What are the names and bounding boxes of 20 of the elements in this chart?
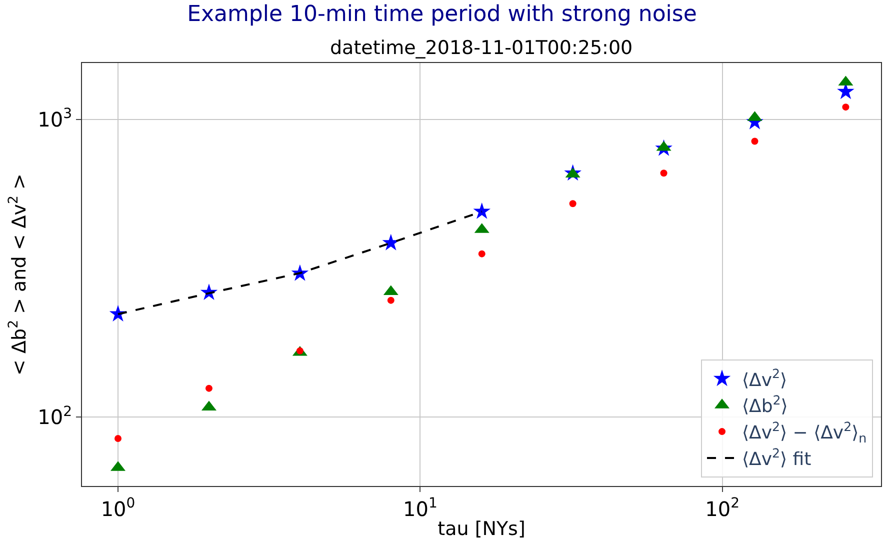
legend-label: ⟨Δb$^{2}$⟩ (742, 392, 788, 418)
point (114, 434, 122, 442)
chart-subtitle: datetime_2018-11-01T00:25:00 (330, 37, 633, 59)
y-tick-label: 10$^{3}$ (38, 106, 72, 132)
x-tick-label: 10$^{0}$ (100, 496, 136, 521)
x-axis-title: tau [NYs] (438, 518, 526, 540)
x-tick-label: 10$^{2}$ (705, 496, 740, 521)
chart-title: Example 10-min time period with strong noise (187, 2, 697, 27)
legend-label: ⟨Δv$^{2}$⟩ fit (742, 445, 812, 470)
point (751, 138, 758, 145)
point (660, 170, 668, 177)
point (478, 250, 486, 258)
point (842, 104, 850, 111)
point (387, 296, 394, 304)
point (205, 384, 212, 392)
legend-label: ⟨Δv$^{2}$⟩ (742, 366, 788, 391)
x-tick-label: 10$^{1}$ (402, 496, 438, 521)
legend-label: ⟨Δv$^{2}$⟩ − ⟨Δv$^{2}$⟩$_{n}$ (742, 419, 867, 446)
point (569, 200, 576, 208)
point (473, 202, 491, 219)
